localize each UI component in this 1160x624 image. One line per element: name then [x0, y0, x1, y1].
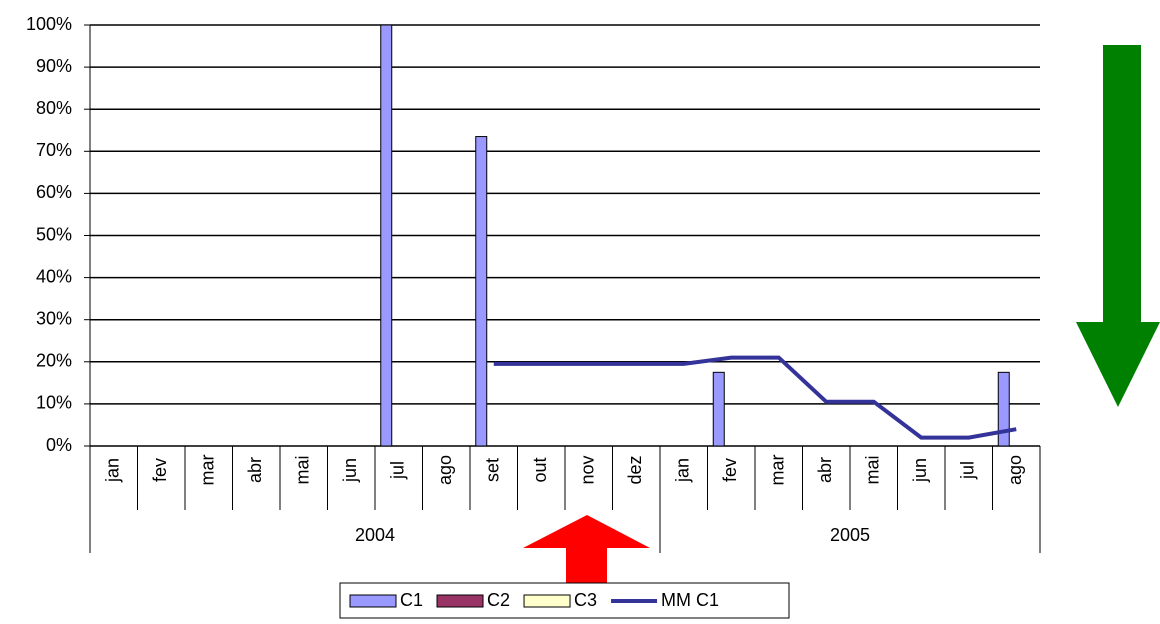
x-tick-label: abr [815, 457, 835, 483]
bar [380, 24, 393, 447]
x-tick-label: mar [768, 454, 788, 485]
bar [475, 136, 488, 447]
x-tick-label: mai [293, 455, 313, 484]
x-tick-label: jun [340, 458, 360, 483]
x-tick-label: nov [578, 455, 598, 484]
y-tick-label: 60% [36, 182, 72, 202]
red-arrow-head [523, 515, 650, 548]
y-tick-label: 100% [26, 14, 72, 34]
decoration [523, 45, 1160, 590]
x-tick-label: ago [1005, 455, 1025, 485]
legend-swatch [523, 594, 571, 608]
x-tick-label: mai [863, 455, 883, 484]
green-arrow-head [1076, 322, 1160, 407]
bar [712, 371, 725, 447]
x-tick-label: jun [910, 458, 930, 483]
x-tick-label: fev [150, 458, 170, 482]
legend-label: C3 [574, 590, 597, 610]
y-tick-label: 70% [36, 140, 72, 160]
x-tick-label: jul [388, 461, 408, 480]
legend-label: C1 [400, 590, 423, 610]
x-tick-label: fev [720, 458, 740, 482]
x-tick-label: dez [625, 455, 645, 484]
group-label: 2004 [355, 525, 395, 545]
x-tick-label: jan [103, 458, 123, 483]
x-tick-label: jan [673, 458, 693, 483]
x-tick-label: set [483, 458, 503, 482]
x-tick-label: mar [198, 454, 218, 485]
y-tick-label: 90% [36, 56, 72, 76]
legend-swatch [436, 594, 484, 608]
x-tick-label: ago [435, 455, 455, 485]
y-tick-label: 0% [46, 435, 72, 455]
green-arrow-shaft [1103, 45, 1141, 323]
y-tick-label: 50% [36, 224, 72, 244]
x-tick-label: out [530, 457, 550, 482]
legend-swatch [349, 594, 397, 608]
y-tick-label: 40% [36, 266, 72, 286]
line [493, 355, 1017, 440]
bar [997, 371, 1010, 447]
legend-label: C2 [487, 590, 510, 610]
y-tick-label: 30% [36, 308, 72, 328]
group-label: 2005 [830, 525, 870, 545]
y-tick-label: 20% [36, 351, 72, 371]
y-tick-label: 80% [36, 98, 72, 118]
x-tick-label: abr [245, 457, 265, 483]
x-tick-label: jul [958, 461, 978, 480]
y-tick-label: 10% [36, 393, 72, 413]
legend-label: MM C1 [661, 590, 719, 610]
